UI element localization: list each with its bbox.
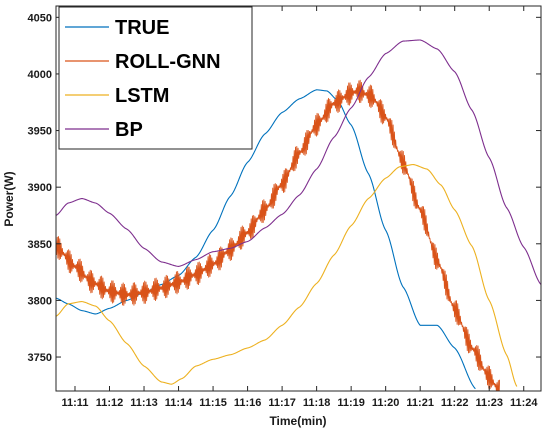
- x-tick-label: 11:12: [96, 397, 124, 409]
- series-line-true: [56, 89, 476, 390]
- x-tick-label: 11:16: [234, 397, 262, 409]
- axis-layer: 3750 3800 3850 3900 3950 4000 4050 11:11 11:12 11…: [28, 6, 541, 409]
- legend-label: ROLL-GNN: [115, 51, 221, 73]
- y-tick-label: 3900: [28, 182, 52, 194]
- legend-label: LSTM: [115, 85, 169, 107]
- series-line-roll-gnn: [56, 79, 501, 391]
- x-tick-label: 11:14: [165, 397, 193, 409]
- y-tick-label: 4000: [28, 69, 52, 81]
- x-tick-label: 11:19: [337, 397, 365, 409]
- x-tick-label: 11:15: [199, 397, 227, 409]
- legend: TRUE ROLL-GNN LSTM BP: [58, 6, 253, 150]
- x-tick-label: 11:21: [406, 397, 434, 409]
- x-tick-label: 11:22: [441, 397, 469, 409]
- x-tick-label: 11:17: [268, 397, 296, 409]
- x-tick-label: 11:18: [303, 397, 331, 409]
- y-tick-label: 3950: [28, 126, 52, 138]
- x-tick-label: 11:20: [372, 397, 400, 409]
- x-tick-label: 11:11: [62, 397, 89, 409]
- legend-label: TRUE: [115, 17, 169, 39]
- plot-frame: [55, 5, 542, 392]
- series-line-bp: [56, 39, 541, 285]
- series-layer: [56, 39, 541, 391]
- y-axis-title: Power(W): [2, 171, 16, 226]
- legend-label: BP: [115, 119, 143, 141]
- series-line-lstm: [56, 164, 518, 387]
- y-tick-label: 3800: [28, 295, 52, 307]
- y-tick-label: 3750: [28, 352, 52, 364]
- x-tick-label: 11:23: [475, 397, 503, 409]
- legend-box: [58, 6, 253, 150]
- y-tick-label: 3850: [28, 239, 52, 251]
- x-axis-title: Time(min): [269, 414, 326, 428]
- x-tick-label: 11:24: [510, 397, 538, 409]
- y-tick-label: 4050: [28, 12, 52, 24]
- x-tick-label: 11:13: [130, 397, 158, 409]
